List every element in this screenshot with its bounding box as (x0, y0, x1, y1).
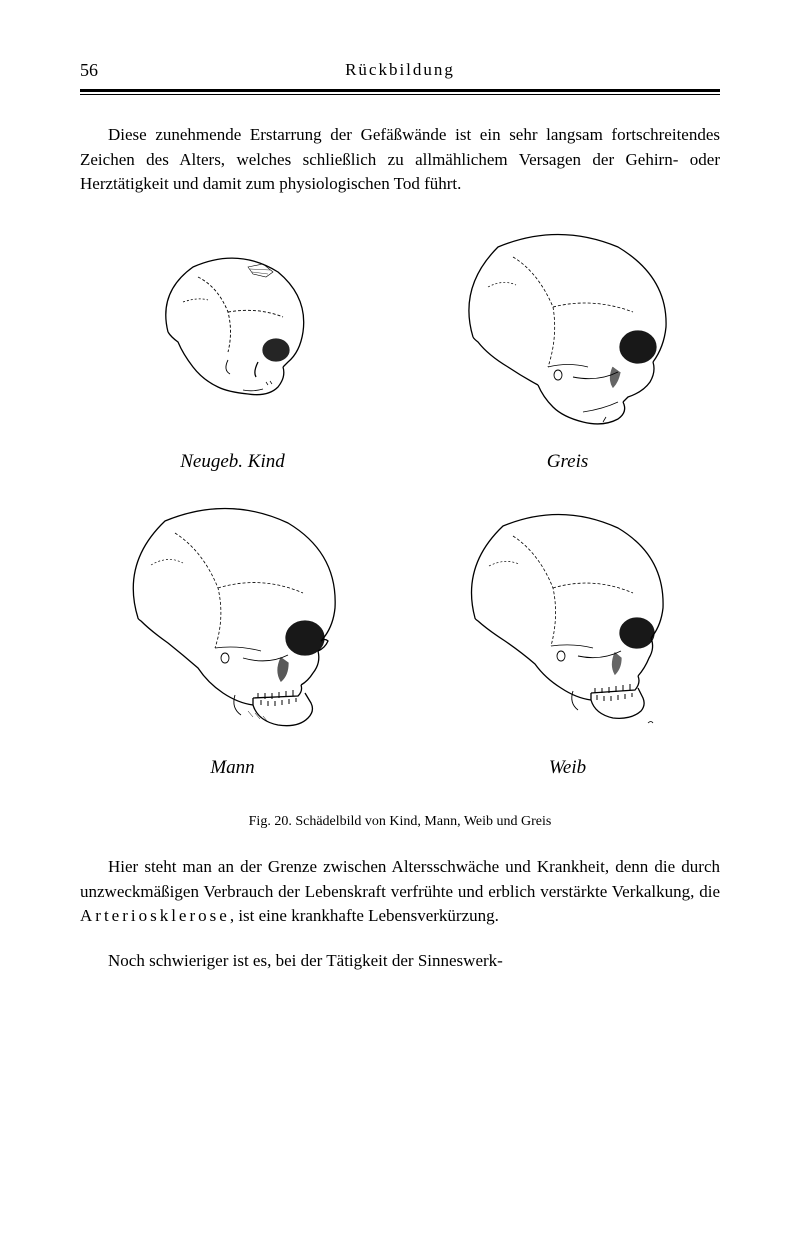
skull-weib (415, 493, 720, 743)
skull-greis (415, 217, 720, 437)
skull-grid: Neugeb. Kind Greis (80, 217, 720, 789)
header-rule-thin (80, 94, 720, 95)
skull-label-weib: Weib (549, 757, 586, 779)
paragraph-2-cont: , ist eine krankhafte Lebensverkürzung. (230, 906, 499, 925)
figure-caption: Fig. 20. Schädelbild von Kind, Mann, Wei… (80, 814, 720, 830)
skull-label-mann: Mann (210, 757, 254, 779)
header-rule-thick (80, 89, 720, 92)
paragraph-1: Diese zunehmende Erstarrung der Gefäßwän… (80, 123, 720, 197)
skull-mann (80, 493, 385, 743)
skull-label-neugeb: Neugeb. Kind (180, 451, 285, 473)
chapter-title: Rückbildung (345, 60, 455, 80)
skull-label-greis: Greis (547, 451, 589, 473)
paragraph-3: Noch schwieriger ist es, bei der Tätigke… (80, 949, 720, 974)
paragraph-2: Hier steht man an der Grenze zwischen Al… (80, 855, 720, 929)
paragraph-2-spaced: Arteriosklerose (80, 906, 230, 925)
page-number: 56 (80, 60, 98, 81)
page-header: 56 Rückbildung (80, 60, 720, 81)
skull-neugeb-kind (80, 217, 385, 437)
paragraph-2-text: Hier steht man an der Grenze zwischen Al… (80, 857, 720, 901)
